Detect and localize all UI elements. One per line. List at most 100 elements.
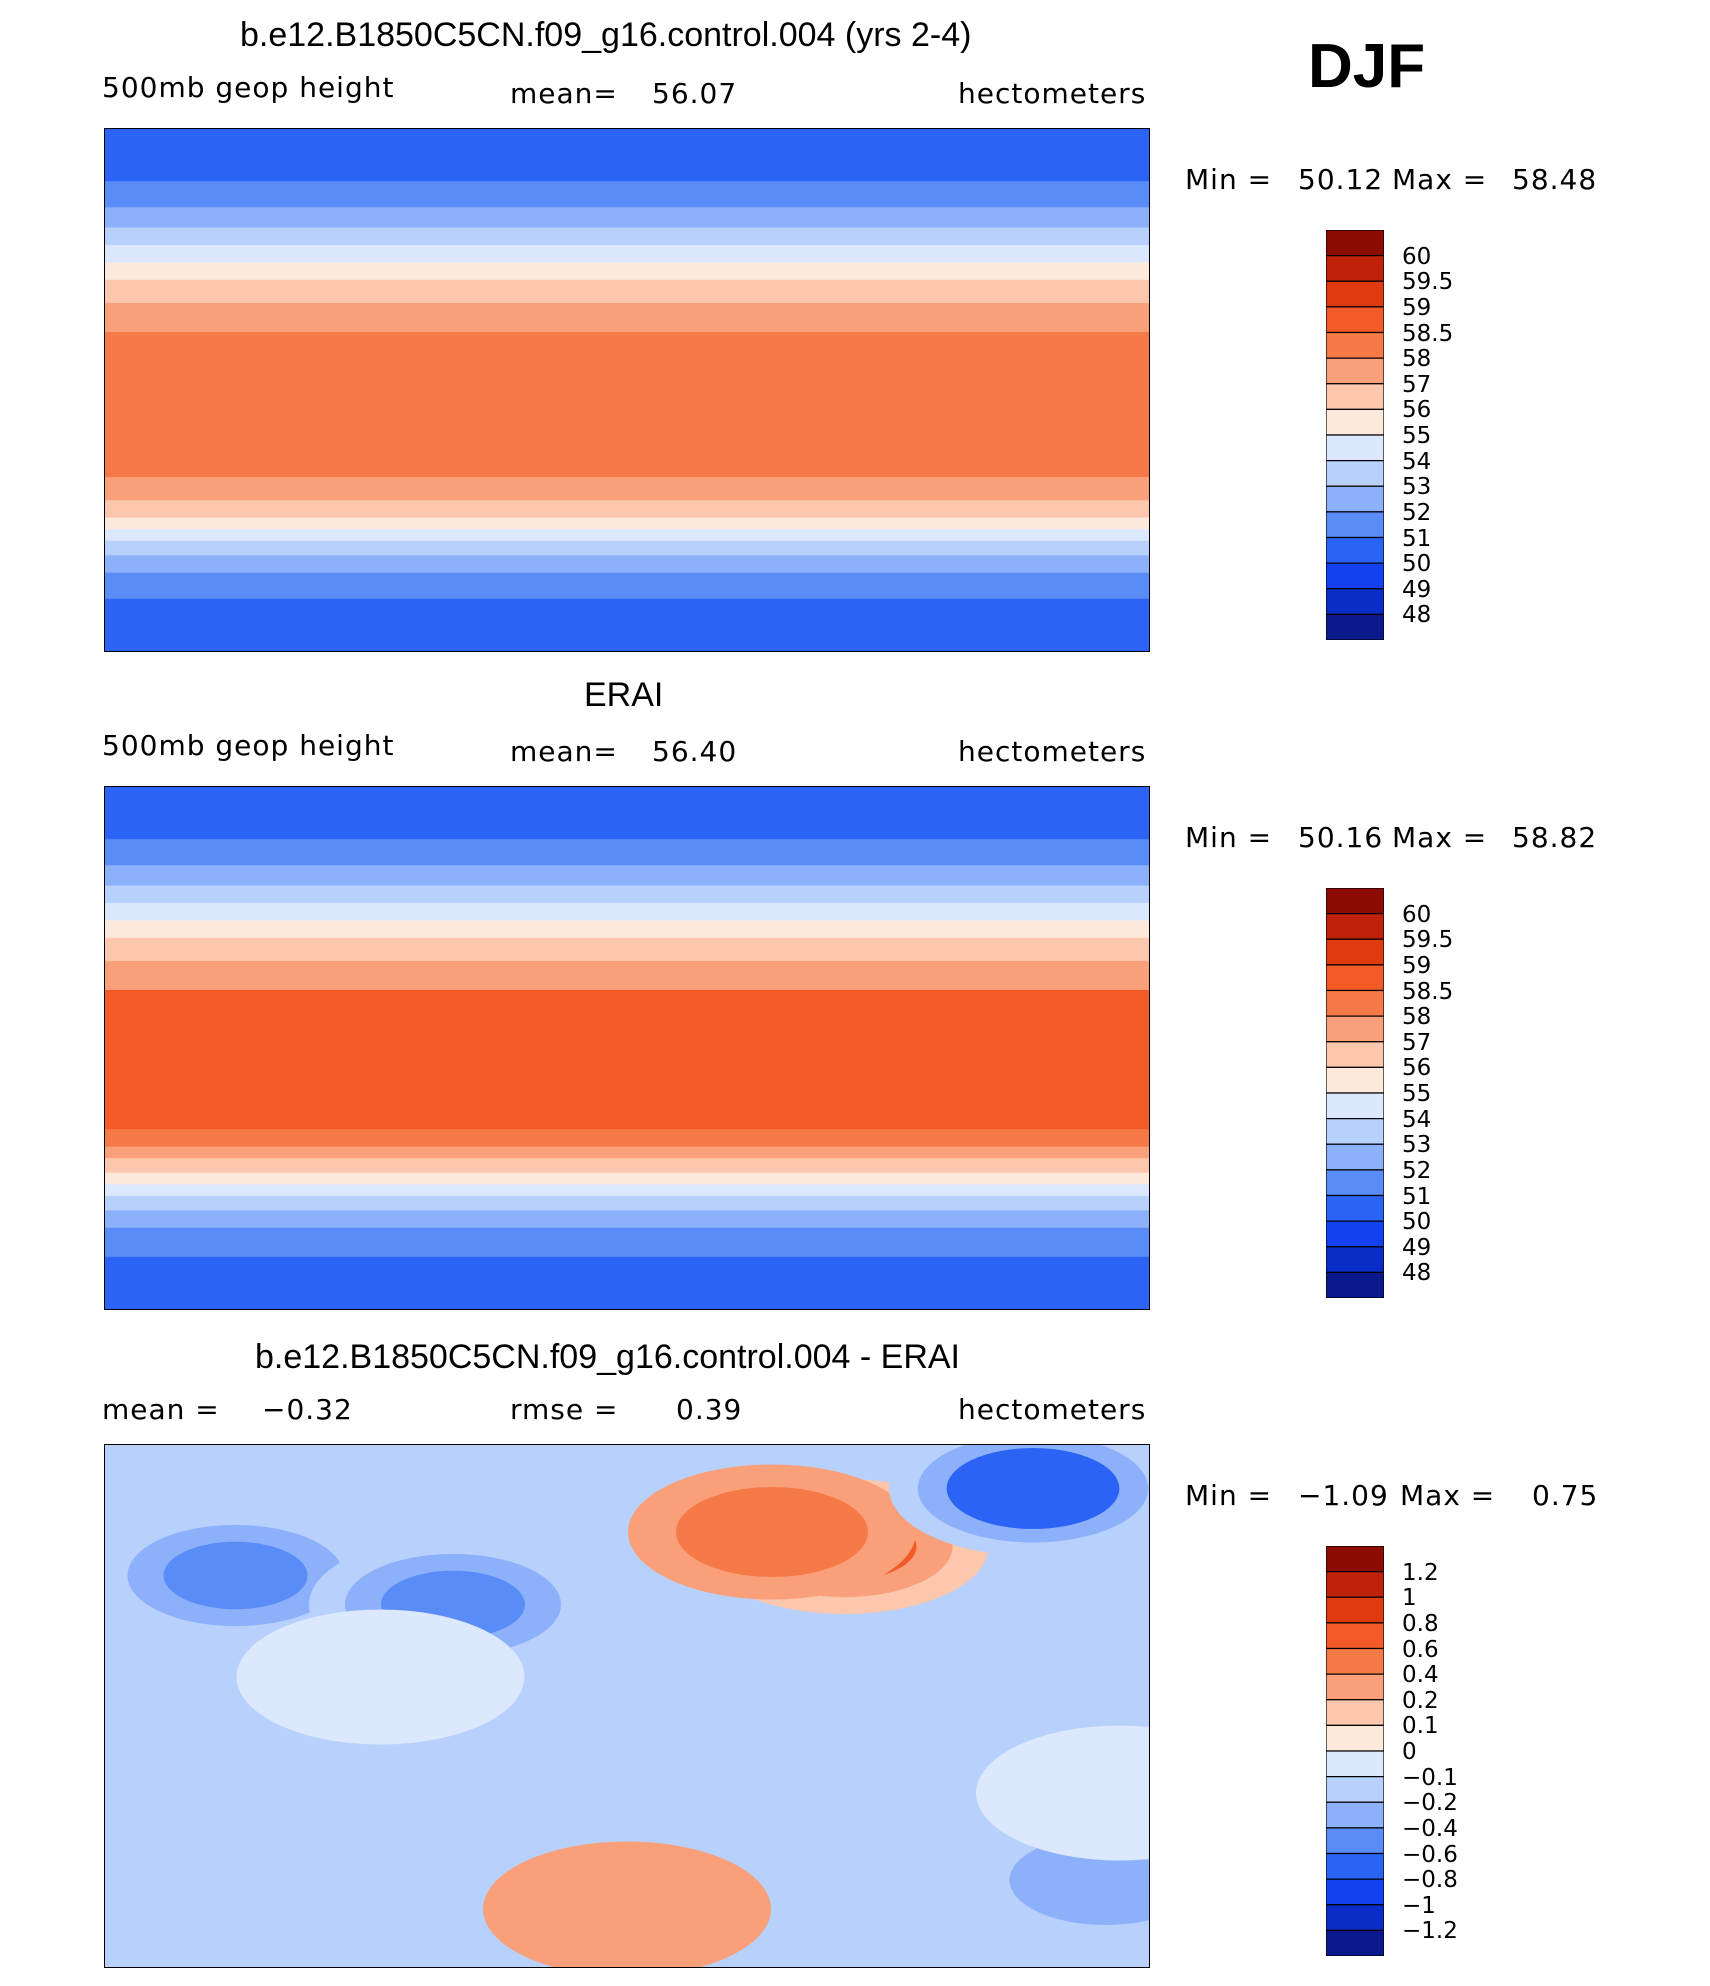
colorbar-tick-label: 48 bbox=[1402, 1260, 1432, 1287]
panel2-field bbox=[105, 787, 1149, 1309]
colorbar-tick-label: 0.4 bbox=[1402, 1662, 1439, 1689]
panel3-field bbox=[105, 1445, 1149, 1967]
anomaly-8-level-0 bbox=[976, 1725, 1149, 1861]
colorbar-swatch-15 bbox=[1325, 1929, 1385, 1957]
panel1-max-value: 58.48 bbox=[1512, 163, 1598, 196]
colorbar-swatch-8 bbox=[1325, 434, 1385, 462]
colorbar-tick-label: 0.6 bbox=[1402, 1636, 1439, 1663]
anomaly-2-level-0 bbox=[483, 1841, 771, 1967]
field-band-0 bbox=[105, 787, 1149, 840]
field-band-2 bbox=[105, 865, 1149, 887]
colorbar-tick-label: 58.5 bbox=[1402, 320, 1454, 347]
field-band-3 bbox=[105, 885, 1149, 904]
colorbar-swatch-1 bbox=[1325, 255, 1385, 282]
colorbar-swatch-10 bbox=[1325, 1143, 1385, 1171]
panel1-min-value: 50.12 bbox=[1298, 163, 1384, 196]
colorbar-swatch-2 bbox=[1325, 1596, 1385, 1624]
colorbar-swatch-12 bbox=[1325, 1852, 1385, 1880]
colorbar-tick-label: 59.5 bbox=[1402, 269, 1454, 296]
colorbar-tick-label: 57 bbox=[1402, 1029, 1432, 1056]
panel3-max-value: 0.75 bbox=[1532, 1479, 1599, 1512]
colorbar-tick-label: 51 bbox=[1402, 525, 1432, 552]
field-band-8 bbox=[105, 990, 1149, 1130]
colorbar-tick-label: 49 bbox=[1402, 1234, 1432, 1261]
panel2-mean-label: mean= bbox=[510, 735, 618, 768]
panel2-variable: 500mb geop height bbox=[102, 729, 395, 762]
panel1-colorbar-swatches bbox=[1325, 229, 1385, 641]
field-band-6 bbox=[105, 937, 1149, 962]
field-band-17 bbox=[105, 1256, 1149, 1309]
colorbar-tick-label: 58 bbox=[1402, 346, 1432, 373]
colorbar-tick-label: −0.4 bbox=[1402, 1815, 1458, 1842]
field-band-1 bbox=[105, 839, 1149, 866]
panel1-map bbox=[104, 128, 1150, 652]
field-band-16 bbox=[105, 598, 1149, 651]
field-band-5 bbox=[105, 920, 1149, 939]
colorbar-tick-label: −0.6 bbox=[1402, 1841, 1458, 1868]
colorbar-swatch-4 bbox=[1325, 989, 1385, 1017]
field-band-5 bbox=[105, 262, 1149, 281]
panel2-colorbar bbox=[1325, 887, 1385, 1299]
field-band-0 bbox=[105, 129, 1149, 182]
panel1-units: hectometers bbox=[958, 77, 1147, 110]
anomaly-1-level-1 bbox=[676, 1487, 868, 1577]
colorbar-swatch-3 bbox=[1325, 964, 1385, 992]
field-band-13 bbox=[105, 540, 1149, 556]
colorbar-swatch-13 bbox=[1325, 562, 1385, 590]
colorbar-tick-label: 56 bbox=[1402, 1055, 1432, 1082]
panel3-title: b.e12.B1850C5CN.f09_g16.control.004 - ER… bbox=[255, 1338, 961, 1376]
field-band-10 bbox=[105, 1146, 1149, 1159]
colorbar-swatch-13 bbox=[1325, 1220, 1385, 1248]
colorbar-tick-label: 51 bbox=[1402, 1183, 1432, 1210]
colorbar-swatch-9 bbox=[1325, 1776, 1385, 1803]
colorbar-tick-label: −0.8 bbox=[1402, 1867, 1458, 1894]
colorbar-swatch-5 bbox=[1325, 1015, 1385, 1043]
field-band-16 bbox=[105, 1227, 1149, 1258]
panel3-map bbox=[104, 1444, 1150, 1968]
panel3-rmse-value: 0.39 bbox=[676, 1393, 743, 1426]
panel3-colorbar bbox=[1325, 1545, 1385, 1957]
colorbar-swatch-0 bbox=[1325, 1545, 1385, 1573]
field-band-7 bbox=[105, 303, 1149, 333]
colorbar-swatch-6 bbox=[1325, 1699, 1385, 1726]
colorbar-swatch-15 bbox=[1325, 613, 1385, 641]
field-band-7 bbox=[105, 961, 1149, 991]
colorbar-swatch-11 bbox=[1325, 1169, 1385, 1197]
panel3-mean-value: −0.32 bbox=[262, 1393, 353, 1426]
panel2-title: ERAI bbox=[584, 676, 664, 714]
field-band-3 bbox=[105, 227, 1149, 246]
field-band-11 bbox=[105, 1158, 1149, 1174]
colorbar-tick-label: 0.2 bbox=[1402, 1687, 1439, 1714]
panel2-max-value: 58.82 bbox=[1512, 821, 1598, 854]
colorbar-tick-label: 1 bbox=[1402, 1585, 1417, 1612]
panel1-field bbox=[105, 129, 1149, 651]
field-band-12 bbox=[105, 1172, 1149, 1185]
colorbar-tick-label: 54 bbox=[1402, 1106, 1432, 1133]
colorbar-tick-label: 60 bbox=[1402, 243, 1432, 270]
panel1-mean-value: 56.07 bbox=[652, 77, 738, 110]
panel2-colorbar-swatches bbox=[1325, 887, 1385, 1299]
field-band-12 bbox=[105, 529, 1149, 542]
colorbar-tick-label: 1.2 bbox=[1402, 1559, 1439, 1586]
panel2-max-label: Max = bbox=[1392, 821, 1488, 854]
colorbar-swatch-7 bbox=[1325, 1724, 1385, 1752]
colorbar-tick-label: 55 bbox=[1402, 1081, 1432, 1107]
colorbar-swatch-14 bbox=[1325, 1904, 1385, 1931]
field-band-9 bbox=[105, 1129, 1149, 1148]
field-band-15 bbox=[105, 572, 1149, 600]
colorbar-swatch-5 bbox=[1325, 1673, 1385, 1701]
panel2-map bbox=[104, 786, 1150, 1310]
colorbar-swatch-8 bbox=[1325, 1092, 1385, 1120]
colorbar-swatch-4 bbox=[1325, 331, 1385, 359]
field-band-4 bbox=[105, 245, 1149, 263]
season-label: DJF bbox=[1308, 32, 1426, 101]
field-band-1 bbox=[105, 181, 1149, 208]
panel3-colorbar-swatches bbox=[1325, 1545, 1385, 1957]
colorbar-swatch-11 bbox=[1325, 511, 1385, 539]
colorbar-tick-label: 49 bbox=[1402, 576, 1432, 603]
colorbar-swatch-11 bbox=[1325, 1827, 1385, 1855]
colorbar-tick-label: 57 bbox=[1402, 371, 1432, 398]
panel3-mean-label: mean = bbox=[102, 1393, 220, 1426]
field-band-11 bbox=[105, 517, 1149, 530]
colorbar-swatch-3 bbox=[1325, 1622, 1385, 1650]
